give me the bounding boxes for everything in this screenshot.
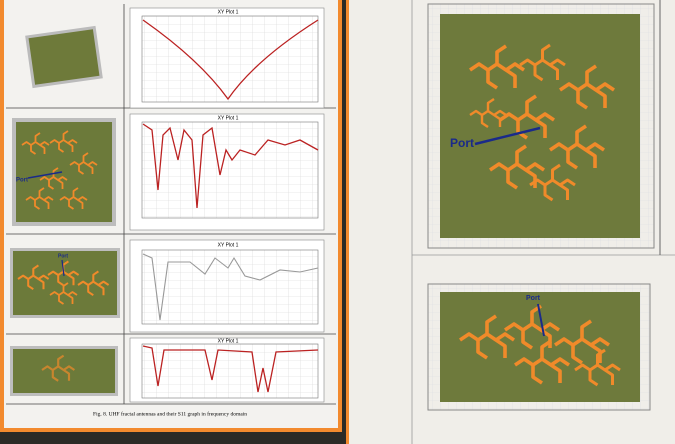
plot-title: XY Plot 1: [218, 9, 239, 15]
plot-title: XY Plot 1: [218, 242, 239, 248]
port-label: Port: [58, 253, 68, 259]
port-label: Port: [16, 178, 28, 184]
substrate: [440, 14, 640, 238]
port-label: Port: [450, 136, 474, 150]
caption: Fig. 8. UHF fractal antennas and their S…: [93, 410, 247, 417]
antenna-image: [25, 25, 103, 89]
plot-title: XY Plot 1: [218, 115, 239, 121]
plot-title: XY Plot 1: [218, 338, 239, 344]
frame: [346, 0, 349, 444]
charts: [129, 7, 325, 403]
port-label: Port: [526, 295, 541, 302]
